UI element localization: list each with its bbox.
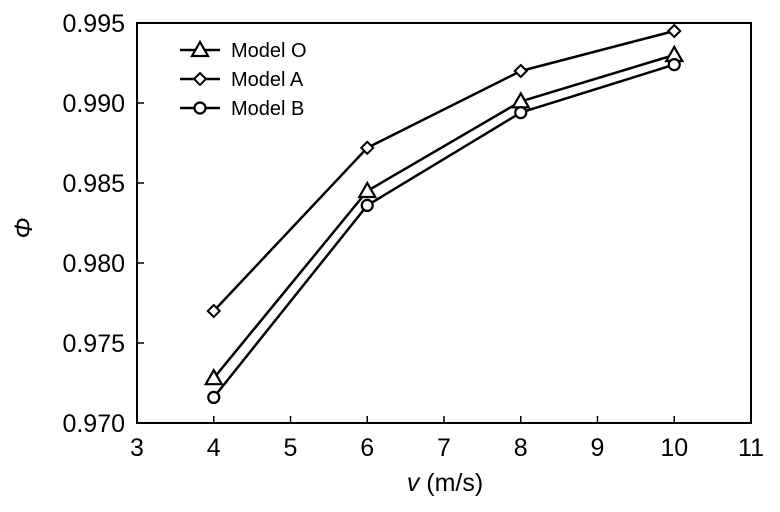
model-a-point [666,23,682,39]
legend-label-model-a: Model A [231,69,304,91]
series-group [203,23,685,404]
model-a-point [513,63,529,79]
x-tick-label: 3 [130,434,144,462]
y-tick-label: 0.990 [62,90,125,118]
model-b-point [667,57,681,72]
x-axis-unit: (m/s) [426,469,483,497]
legend: Model O Model A Model B [180,39,307,120]
model-o-point [203,367,224,386]
model-b-line [212,63,675,399]
legend-marker-model-o [190,39,210,58]
x-tick-label: 10 [660,434,688,462]
x-tick-label: 7 [437,434,451,462]
y-tick-label: 0.995 [62,10,125,38]
model-b-point [360,198,374,212]
x-tick-label: 9 [591,434,605,462]
y-tick-label: 0.985 [62,170,125,198]
x-tick-label: 6 [360,434,374,462]
model-o-point [357,180,378,199]
model-b-point [514,105,528,120]
y-tick-label: 0.970 [62,410,125,438]
x-axis-title: v (m/s) [407,469,483,497]
x-tick-label: 5 [284,434,298,462]
y-tick-label: 0.980 [62,250,125,278]
x-tick-label: 11 [738,434,764,462]
x-tick-label: 4 [207,434,221,462]
legend-marker-model-b [193,101,207,115]
x-axis-variable: v [407,469,421,497]
legend-label-model-o: Model O [231,40,307,62]
model-b-point [207,390,221,404]
model-a-point [206,303,222,319]
plot-frame [136,22,752,424]
y-axis-title: Φ [10,218,38,239]
model-o-line [212,53,675,379]
legend-label-model-b: Model B [231,98,304,120]
x-tick-label: 8 [514,434,528,462]
axis-ticks: 3 4 5 6 7 8 9 10 11 0.970 0.975 0.980 0.985 0.990 0.99… [62,10,764,462]
model-a-point [359,140,375,156]
y-tick-label: 0.975 [62,330,125,358]
model-a-line [212,29,675,312]
legend-marker-model-a [192,71,208,87]
